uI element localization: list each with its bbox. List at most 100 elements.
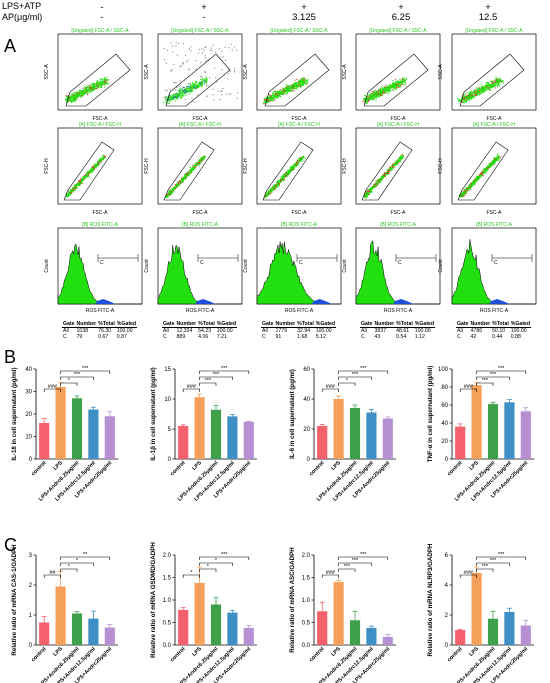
scatter-point (278, 184, 280, 186)
scatter-point (188, 90, 190, 92)
scatter-point (83, 91, 85, 93)
header-row1-value: + (485, 2, 491, 13)
scatter-point (273, 188, 275, 190)
scatter-point (224, 46, 226, 48)
scatter-point (475, 91, 477, 93)
axis-label: Count (243, 259, 249, 273)
scatter-point (198, 82, 200, 84)
scatter-point (228, 47, 230, 49)
scatter-point (221, 94, 223, 96)
scatter-point (265, 195, 267, 197)
scatter-point (270, 96, 272, 98)
scatter-point (273, 96, 275, 98)
scatter-point (465, 101, 467, 103)
scatter-point (373, 93, 375, 95)
scatter-point (383, 92, 385, 94)
scatter-point (276, 93, 278, 95)
scatter-point (100, 82, 102, 84)
header-row1-label: LPS+ATP (2, 1, 42, 11)
scatter-point (87, 94, 89, 96)
plot-title: [B] ROS FITC-A (281, 222, 318, 228)
scatter-point (285, 175, 287, 177)
scatter-point (297, 158, 299, 160)
scatter-point (387, 173, 389, 175)
scatter-point (285, 175, 287, 177)
scatter-point (274, 99, 276, 101)
scatter-point (202, 156, 204, 158)
scatter-point (281, 178, 283, 180)
scatter-point (194, 167, 196, 169)
scatter-point (495, 156, 497, 158)
scatter-point (290, 168, 292, 170)
scatter-point (500, 79, 502, 81)
scatter-point (489, 89, 491, 91)
scatter-point (279, 95, 281, 97)
scatter-point (302, 160, 304, 162)
scatter-point (369, 190, 371, 192)
scatter-point (377, 181, 379, 183)
scatter-point (105, 80, 107, 82)
scatter-point (272, 93, 274, 95)
scatter-point (368, 100, 370, 102)
scatter-point (193, 169, 195, 171)
scatter-point (264, 98, 266, 100)
scatter-point (177, 183, 179, 185)
scatter-point (368, 99, 370, 101)
scatter-point (388, 170, 390, 172)
scatter-point (173, 188, 175, 190)
scatter-point (88, 173, 90, 175)
scatter-point (381, 177, 383, 179)
scatter-point (102, 80, 104, 82)
scatter-point (275, 91, 277, 93)
scatter-point (170, 70, 172, 72)
scatter-point (396, 85, 398, 87)
scatter-point (382, 176, 384, 178)
scatter-point (394, 78, 396, 80)
scatter-point (296, 163, 298, 165)
scatter-point (292, 84, 294, 86)
scatter-point (188, 68, 190, 70)
scatter-point (302, 79, 304, 81)
scatter-point (399, 80, 401, 82)
scatter-point (267, 100, 269, 102)
scatter-point (465, 101, 467, 103)
scatter-point (463, 96, 465, 98)
scatter-point (281, 90, 283, 92)
scatter-point (378, 89, 380, 91)
scatter-point (303, 76, 305, 78)
scatter-point (191, 167, 193, 169)
scatter-point (273, 187, 275, 189)
scatter-point (283, 173, 285, 175)
axis-label: FSC-H (342, 158, 348, 174)
scatter-point (471, 94, 473, 96)
scatter-point (97, 86, 99, 88)
scatter-point (399, 81, 401, 83)
scatter-point (288, 86, 290, 88)
scatter-point (294, 163, 296, 165)
scatter-point (271, 94, 273, 96)
scatter-point (303, 83, 305, 85)
scatter-point (165, 95, 167, 97)
axis-label: Count (44, 259, 50, 273)
scatter-point (491, 80, 493, 82)
scatter-point (201, 79, 203, 81)
scatter-point (288, 89, 290, 91)
scatter-point (480, 92, 482, 94)
scatter-point (367, 194, 369, 196)
scatter-point (176, 92, 178, 94)
scatter-point (100, 84, 102, 86)
scatter-point (270, 99, 272, 101)
scatter-point (479, 91, 481, 93)
scatter-point (294, 83, 296, 85)
scatter-point (202, 158, 204, 160)
scatter-point (374, 90, 376, 92)
scatter-point (301, 79, 303, 81)
scatter-point (200, 161, 202, 163)
scatter-point (401, 78, 403, 80)
scatter-point (374, 183, 376, 185)
scatter-point (305, 83, 307, 85)
scatter-point (485, 83, 487, 85)
scatter-point (90, 169, 92, 171)
scatter-point (303, 78, 305, 80)
scatter-point (176, 95, 178, 97)
